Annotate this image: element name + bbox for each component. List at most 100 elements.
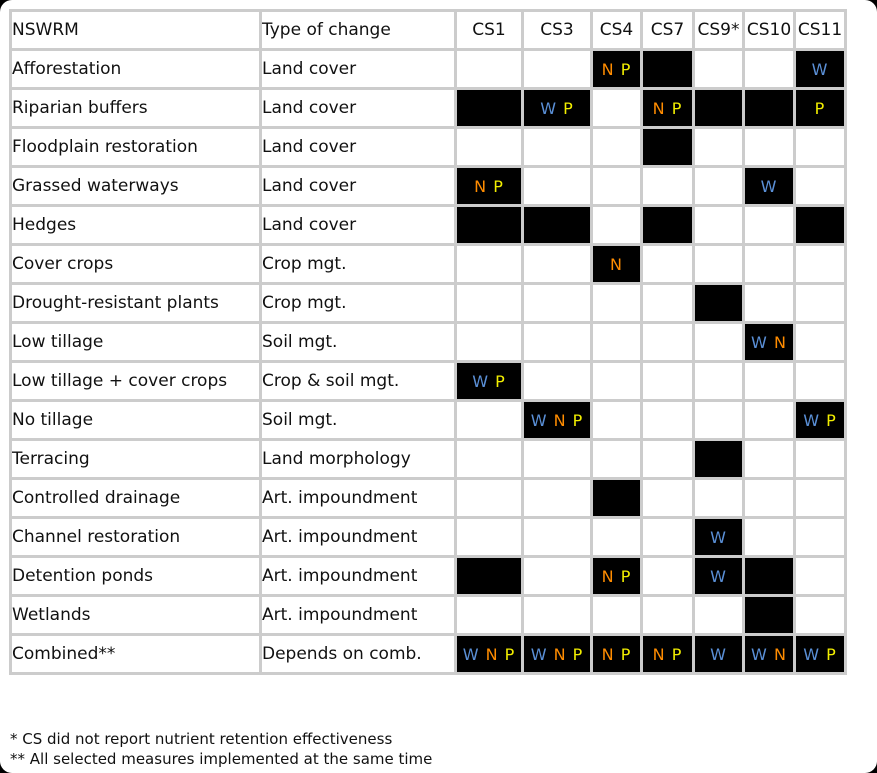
cell-cs3: [521, 243, 593, 285]
cell-cs1: [454, 438, 524, 480]
cell-cs3: W N P: [521, 399, 593, 441]
header-nswrm: NSWRM: [9, 9, 262, 51]
indicator-w: W: [710, 644, 727, 664]
indicator-w: W: [751, 644, 768, 664]
type-of-change: Crop mgt.: [259, 282, 457, 324]
indicator-p: P: [665, 644, 683, 664]
cell-cs1: [454, 204, 524, 246]
cell-cs11: W P: [793, 633, 847, 675]
type-of-change: Crop & soil mgt.: [259, 360, 457, 402]
cell-cs1: W P: [454, 360, 524, 402]
table-row: Afforestation Land cover N P W: [9, 48, 847, 90]
cell-cs9: [692, 204, 745, 246]
cell-cs9: [692, 360, 745, 402]
table-row: Low tillage Soil mgt. W N: [9, 321, 847, 363]
indicator-p: P: [489, 371, 506, 391]
indicator-p: P: [820, 410, 837, 430]
cell-cs10: W N: [742, 633, 796, 675]
indicator-w: W: [811, 59, 829, 79]
cell-cs1: [454, 516, 524, 558]
cell-cs10: [742, 204, 796, 246]
cell-cs9: [692, 477, 745, 519]
cell-cs9: [692, 165, 745, 207]
table-row: Hedges Land cover: [9, 204, 847, 246]
cell-cs11: [793, 438, 847, 480]
cell-cs10: [742, 477, 796, 519]
nswrm-name: Low tillage + cover crops: [9, 360, 262, 402]
type-of-change: Land cover: [259, 126, 457, 168]
cell-cs11: [793, 282, 847, 324]
cell-cs1: [454, 321, 524, 363]
cell-cs3: [521, 477, 593, 519]
cell-cs7: [640, 243, 695, 285]
nswrm-name: Wetlands: [9, 594, 262, 636]
indicator-p: P: [566, 410, 584, 430]
cell-cs1: [454, 87, 524, 129]
cell-cs1: [454, 477, 524, 519]
cell-cs3: [521, 555, 593, 597]
cell-cs10: [742, 87, 796, 129]
cell-cs3: [521, 321, 593, 363]
cell-cs7: [640, 126, 695, 168]
indicator-p: P: [557, 98, 574, 118]
cell-cs4: [590, 594, 643, 636]
type-of-change: Art. impoundment: [259, 516, 457, 558]
nswrm-name: Cover crops: [9, 243, 262, 285]
cell-cs4: [590, 165, 643, 207]
cell-cs7: [640, 438, 695, 480]
indicator-w: W: [751, 332, 768, 352]
cell-cs1: W N P: [454, 633, 524, 675]
table-row: Floodplain restoration Land cover: [9, 126, 847, 168]
header-cs4: CS4: [590, 9, 643, 51]
cell-cs10: W: [742, 165, 796, 207]
table-row: Detention ponds Art. impoundment N P W: [9, 555, 847, 597]
cell-cs1: N P: [454, 165, 524, 207]
indicator-n: N: [767, 644, 787, 664]
indicator-n: N: [601, 566, 615, 586]
cell-cs9: [692, 321, 745, 363]
cell-cs9: [692, 282, 745, 324]
cell-cs3: W P: [521, 87, 593, 129]
cell-cs11: [793, 516, 847, 558]
indicator-n: N: [547, 410, 567, 430]
indicator-n: N: [601, 59, 615, 79]
cell-cs11: [793, 321, 847, 363]
cell-cs3: W N P: [521, 633, 593, 675]
nswrm-name: Riparian buffers: [9, 87, 262, 129]
cell-cs10: [742, 282, 796, 324]
cell-cs4: N P: [590, 48, 643, 90]
nswrm-name: No tillage: [9, 399, 262, 441]
cell-cs1: [454, 555, 524, 597]
indicator-w: W: [540, 98, 558, 118]
cell-cs7: N P: [640, 633, 695, 675]
cell-cs4: [590, 438, 643, 480]
cell-cs4: [590, 204, 643, 246]
indicator-w: W: [710, 566, 727, 586]
cell-cs1: [454, 243, 524, 285]
table-row: Wetlands Art. impoundment: [9, 594, 847, 636]
indicator-w: W: [530, 644, 548, 664]
nswrm-name: Channel restoration: [9, 516, 262, 558]
cell-cs4: [590, 399, 643, 441]
indicator-n: N: [601, 644, 615, 664]
header-cs11: CS11: [793, 9, 847, 51]
header-type-of-change: Type of change: [259, 9, 457, 51]
cell-cs9: [692, 126, 745, 168]
indicator-w: W: [462, 644, 480, 664]
cell-cs11: [793, 555, 847, 597]
cell-cs7: [640, 399, 695, 441]
indicator-n: N: [652, 98, 666, 118]
cell-cs7: [640, 516, 695, 558]
cell-cs7: [640, 165, 695, 207]
cell-cs7: [640, 204, 695, 246]
indicator-p: P: [614, 566, 632, 586]
header-cs10: CS10: [742, 9, 796, 51]
cell-cs4: [590, 87, 643, 129]
nswrm-name: Detention ponds: [9, 555, 262, 597]
indicator-p: P: [498, 644, 516, 664]
indicator-n: N: [652, 644, 666, 664]
cell-cs3: [521, 594, 593, 636]
cell-cs7: [640, 360, 695, 402]
indicator-p: P: [814, 98, 826, 118]
